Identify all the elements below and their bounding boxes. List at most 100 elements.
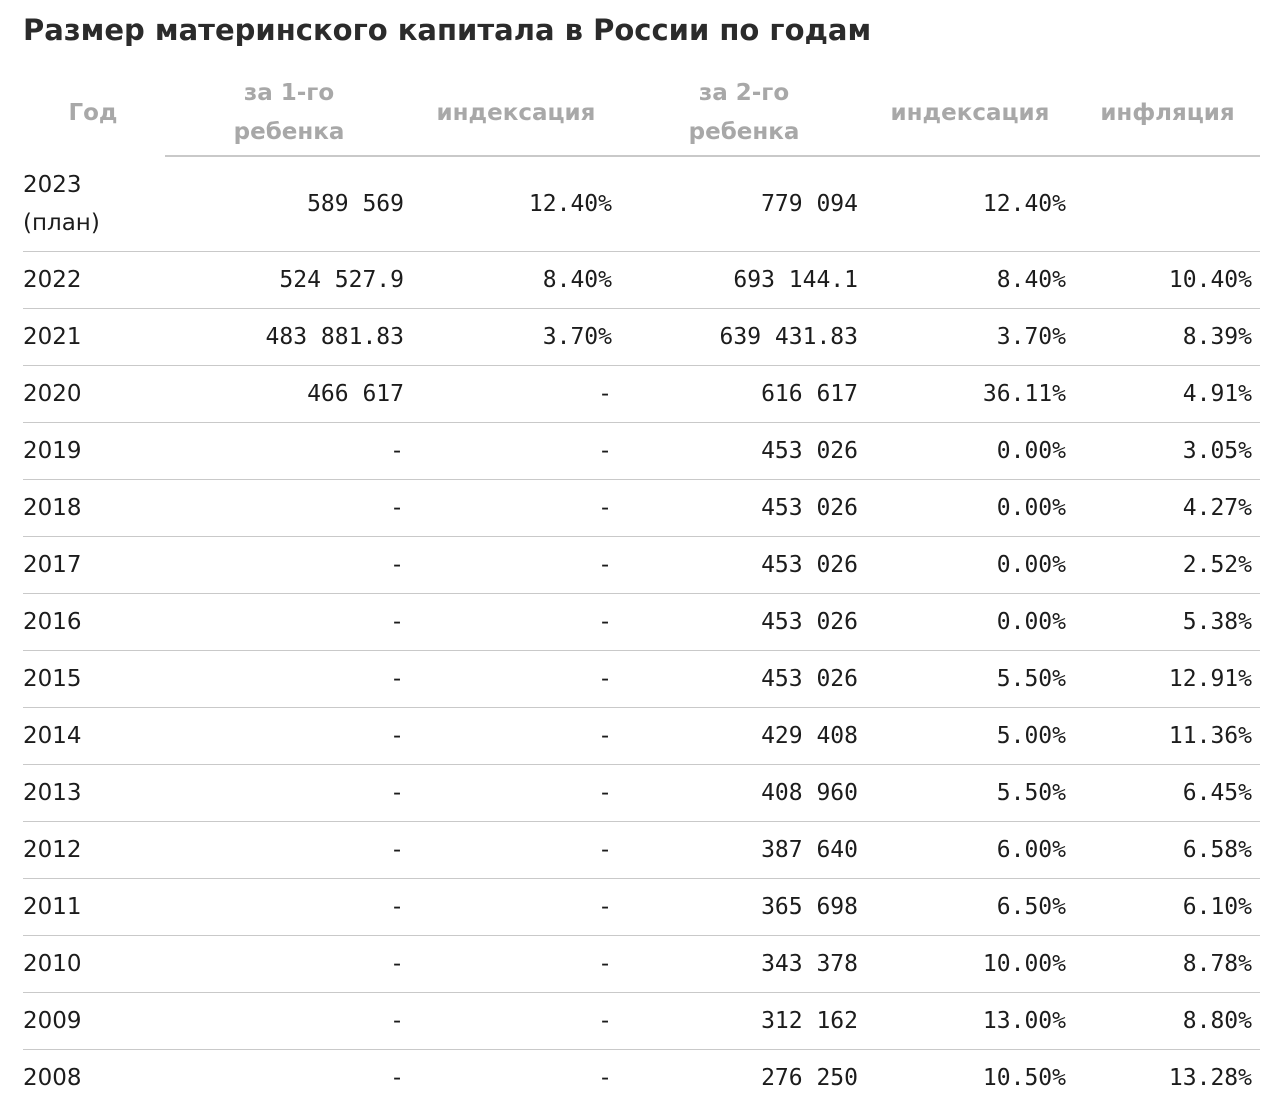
cell-year: 2023 (план) xyxy=(23,171,100,236)
cell-index2: 5.50% xyxy=(996,780,1066,806)
cell-first-child: 589 569 xyxy=(307,190,404,217)
cell-index1: - xyxy=(598,1008,612,1034)
cell-second-child: 365 698 xyxy=(761,894,858,920)
cell-index1: - xyxy=(598,438,612,464)
cell-index1: 12.40% xyxy=(528,190,612,217)
cell-year: 2021 xyxy=(23,324,82,350)
cell-year: 2012 xyxy=(23,837,82,863)
cell-index2: 0.00% xyxy=(996,609,1066,635)
cell-inflation: 10.40% xyxy=(1168,267,1252,293)
table-body: 2023 (план) 589 569 12.40% 779 094 12.40% 202… xyxy=(23,156,1260,1106)
cell-index2: 13.00% xyxy=(982,1008,1066,1034)
table-row: 2009 - - 312 162 13.00% 8.80% xyxy=(23,992,1260,1049)
cell-inflation: 6.58% xyxy=(1182,837,1252,863)
cell-first-child: - xyxy=(390,780,404,806)
cell-second-child: 312 162 xyxy=(761,1008,858,1034)
cell-index1: - xyxy=(598,495,612,521)
cell-index1: - xyxy=(598,894,612,920)
cell-second-child: 453 026 xyxy=(761,438,858,464)
cell-second-child: 429 408 xyxy=(761,723,858,749)
table-row: 2008 - - 276 250 10.50% 13.28% xyxy=(23,1049,1260,1106)
column-header-inflation: инфляция xyxy=(1100,99,1235,126)
cell-first-child: - xyxy=(390,438,404,464)
cell-first-child: - xyxy=(390,1008,404,1034)
cell-year: 2008 xyxy=(23,1065,82,1091)
cell-index1: - xyxy=(598,951,612,977)
table-row: 2013 - - 408 960 5.50% 6.45% xyxy=(23,764,1260,821)
cell-first-child: - xyxy=(390,837,404,863)
cell-inflation: 6.10% xyxy=(1182,894,1252,920)
table-row: 2019 - - 453 026 0.00% 3.05% xyxy=(23,422,1260,479)
cell-second-child: 639 431.83 xyxy=(719,324,858,350)
cell-year: 2010 xyxy=(23,951,82,977)
cell-year: 2011 xyxy=(23,894,82,920)
table-row: 2014 - - 429 408 5.00% 11.36% xyxy=(23,707,1260,764)
cell-second-child: 387 640 xyxy=(761,837,858,863)
cell-second-child: 276 250 xyxy=(761,1065,858,1091)
cell-index2: 6.50% xyxy=(996,894,1066,920)
cell-index2: 10.50% xyxy=(982,1065,1066,1091)
cell-index1: - xyxy=(598,1065,612,1091)
table-row: 2023 (план) 589 569 12.40% 779 094 12.40% xyxy=(23,156,1260,251)
cell-index2: 0.00% xyxy=(996,438,1066,464)
cell-inflation: 2.52% xyxy=(1182,552,1252,578)
table-row: 2016 - - 453 026 0.00% 5.38% xyxy=(23,593,1260,650)
cell-index2: 5.00% xyxy=(996,723,1066,749)
cell-index1: - xyxy=(598,837,612,863)
cell-inflation: 3.05% xyxy=(1182,438,1252,464)
cell-year: 2014 xyxy=(23,723,82,749)
cell-inflation: 8.78% xyxy=(1182,951,1252,977)
cell-first-child: - xyxy=(390,951,404,977)
cell-first-child: - xyxy=(390,552,404,578)
cell-index2: 10.00% xyxy=(982,951,1066,977)
cell-first-child: - xyxy=(390,495,404,521)
cell-inflation: 5.38% xyxy=(1182,609,1252,635)
cell-index1: 3.70% xyxy=(542,324,612,350)
cell-index2: 6.00% xyxy=(996,837,1066,863)
cell-index2: 0.00% xyxy=(996,552,1066,578)
cell-first-child: - xyxy=(390,1065,404,1091)
cell-year: 2019 xyxy=(23,438,82,464)
cell-inflation: 8.80% xyxy=(1182,1008,1252,1034)
cell-index1: - xyxy=(598,552,612,578)
table-row: 2015 - - 453 026 5.50% 12.91% xyxy=(23,650,1260,707)
cell-second-child: 453 026 xyxy=(761,609,858,635)
cell-second-child: 779 094 xyxy=(761,190,858,217)
cell-index2: 12.40% xyxy=(982,190,1066,217)
table-row: 2021 483 881.83 3.70% 639 431.83 3.70% 8.39% xyxy=(23,308,1260,365)
column-header-index1: индексация xyxy=(436,99,596,126)
cell-year: 2022 xyxy=(23,267,82,293)
cell-index1: - xyxy=(598,780,612,806)
cell-second-child: 343 378 xyxy=(761,951,858,977)
header-divider xyxy=(165,155,1260,157)
cell-index2: 3.70% xyxy=(996,324,1066,350)
cell-year: 2015 xyxy=(23,666,82,692)
table-row: 2020 466 617 - 616 617 36.11% 4.91% xyxy=(23,365,1260,422)
cell-first-child: - xyxy=(390,666,404,692)
column-header-index2: индексация xyxy=(890,99,1050,126)
cell-index2: 36.11% xyxy=(982,381,1066,407)
cell-inflation: 11.36% xyxy=(1168,723,1252,749)
cell-first-child: - xyxy=(390,894,404,920)
column-header-first-child: за 1-го ребенка xyxy=(233,80,345,145)
cell-first-child: 524 527.9 xyxy=(279,267,404,293)
cell-second-child: 453 026 xyxy=(761,495,858,521)
cell-inflation: 4.27% xyxy=(1182,495,1252,521)
cell-second-child: 616 617 xyxy=(761,381,858,407)
cell-year: 2009 xyxy=(23,1008,82,1034)
cell-inflation: 8.39% xyxy=(1182,324,1252,350)
table-row: 2011 - - 365 698 6.50% 6.10% xyxy=(23,878,1260,935)
column-header-second-child: за 2-го ребенка xyxy=(688,80,800,145)
cell-index1: - xyxy=(598,666,612,692)
cell-index2: 5.50% xyxy=(996,666,1066,692)
cell-inflation xyxy=(1066,156,1252,251)
cell-inflation: 12.91% xyxy=(1168,666,1252,692)
table-row: 2022 524 527.9 8.40% 693 144.1 8.40% 10.40% xyxy=(23,251,1260,308)
cell-year: 2017 xyxy=(23,552,82,578)
cell-second-child: 693 144.1 xyxy=(733,267,858,293)
cell-first-child: 483 881.83 xyxy=(265,324,404,350)
cell-index1: - xyxy=(598,723,612,749)
cell-first-child: 466 617 xyxy=(307,381,404,407)
cell-year: 2020 xyxy=(23,381,82,407)
cell-first-child: - xyxy=(390,609,404,635)
